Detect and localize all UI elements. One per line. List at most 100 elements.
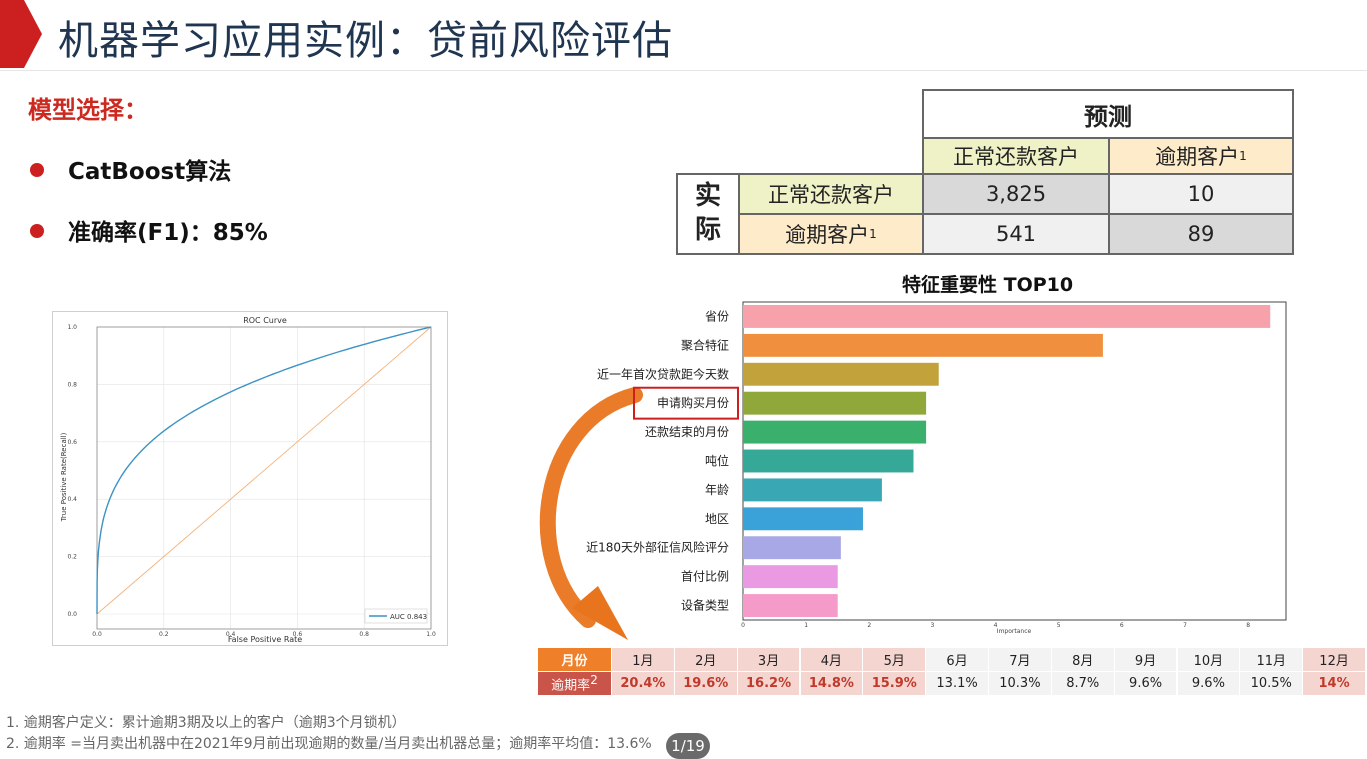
bullet-dot-icon — [30, 224, 44, 238]
fi-category-label: 省份 — [705, 309, 729, 323]
month-cell: 10月 — [1177, 648, 1241, 672]
roc-ytick: 0.2 — [67, 554, 77, 561]
rate-cell: 10.5% — [1240, 672, 1304, 696]
roc-curve — [96, 326, 432, 615]
fi-bar — [743, 594, 838, 617]
roc-frame — [96, 326, 432, 630]
bullet-dot-icon — [30, 163, 44, 177]
fi-bar — [743, 449, 914, 473]
fi-bars — [743, 305, 1271, 617]
fi-xlabel: Importance — [997, 628, 1032, 635]
col-overdue: 逾期客户 1 — [1108, 137, 1294, 175]
rate-cell: 10.3% — [989, 672, 1052, 696]
month-cell: 11月 — [1240, 648, 1304, 672]
rate-header-cell: 逾期率2 — [538, 672, 612, 696]
fi-bar — [743, 305, 1271, 328]
bullet-algorithm: CatBoost算法 — [30, 152, 231, 186]
corner-decoration — [0, 0, 42, 68]
row-normal: 正常还款客户 — [738, 173, 924, 215]
month-cell: 4月 — [800, 648, 864, 672]
footnote-2: 2. 逾期率 =当月卖出机器中在2021年9月前出现逾期的数量/当月卖出机器总量… — [6, 736, 652, 752]
fi-xtick: 8 — [1246, 622, 1250, 629]
roc-ytick: 0.6 — [67, 439, 77, 446]
fi-category-label: 近180天外部征信风险评分 — [586, 540, 729, 555]
cell-tn: 3,825 — [922, 173, 1110, 215]
roc-ytick: 0.0 — [67, 611, 77, 618]
roc-legend-label: AUC 0.843 — [390, 613, 427, 621]
page-indicator[interactable]: 1/19 — [666, 733, 710, 759]
fi-category-label: 申请购买月份 — [657, 395, 729, 410]
col-normal: 正常还款客户 — [922, 137, 1110, 175]
rate-cell: 19.6% — [674, 672, 738, 696]
fi-xticks: 0 1 2 3 4 5 6 7 8 — [741, 622, 1250, 629]
fi-xtick: 0 — [741, 622, 745, 629]
roc-grid — [96, 326, 432, 629]
roc-xlabel: False Positive Rate — [228, 635, 302, 644]
fi-labels: 省份聚合特征近一年首次贷款距今天数申请购买月份还款结束的月份吨位年龄地区近180… — [586, 309, 729, 612]
rate-cell: 16.2% — [737, 672, 801, 696]
rate-cell: 14% — [1303, 672, 1366, 696]
bullet-accuracy: 准确率(F1)：85% — [30, 213, 268, 247]
month-cell: 8月 — [1051, 648, 1115, 672]
month-cell: 9月 — [1114, 648, 1178, 672]
fi-xtick: 1 — [804, 622, 808, 629]
predicted-header: 预测 — [922, 89, 1294, 139]
rate-cell: 8.7% — [1051, 672, 1115, 696]
fi-category-label: 地区 — [705, 512, 729, 526]
rate-cell: 14.8% — [800, 672, 864, 696]
roc-ytick: 0.8 — [67, 381, 77, 388]
roc-xtick: 0.2 — [159, 631, 169, 638]
roc-xtick: 0.0 — [92, 631, 102, 638]
cell-tp: 89 — [1108, 213, 1294, 255]
month-header-cell: 月份 — [538, 648, 612, 672]
fi-category-label: 年龄 — [705, 483, 729, 497]
fi-bar — [743, 507, 863, 531]
roc-xtick: 0.6 — [293, 631, 303, 638]
roc-title: ROC Curve — [243, 316, 287, 325]
rate-cell: 15.9% — [863, 672, 927, 696]
roc-ytick: 1.0 — [67, 324, 77, 331]
highlight-box — [633, 386, 739, 420]
cell-fn: 541 — [922, 213, 1110, 255]
fi-category-label: 聚合特征 — [681, 337, 729, 352]
actual-header: 实际 — [676, 173, 740, 255]
fi-xtick: 6 — [1120, 622, 1124, 629]
slide-title: 机器学习应用实例：贷前风险评估 — [58, 18, 673, 64]
fi-xtick: 7 — [1183, 622, 1187, 629]
section-heading: 模型选择： — [28, 96, 148, 124]
confusion-matrix: 预测 正常还款客户 逾期客户 1 实际 正常还款客户 逾期客户 1 3,825 10… — [676, 89, 1294, 255]
rate-cell: 9.6% — [1114, 672, 1178, 696]
fi-category-label: 设备类型 — [681, 599, 729, 613]
roc-svg: ROC Curve 0.0 0.0 0.2 0.2 0.4 0.4 0.6 0.6 0.8 0.8… — [60, 316, 436, 644]
curved-arrow-icon — [539, 387, 643, 628]
title-divider — [0, 70, 1367, 71]
month-cell: 1月 — [612, 648, 675, 672]
roc-legend — [364, 608, 428, 624]
fi-bar — [743, 565, 838, 589]
month-cell: 3月 — [737, 648, 801, 672]
rate-cell: 20.4% — [612, 672, 675, 696]
roc-xtick: 1.0 — [426, 631, 436, 638]
month-cell: 12月 — [1303, 648, 1366, 672]
row-overdue: 逾期客户 1 — [738, 213, 924, 255]
rate-cell: 9.6% — [1177, 672, 1241, 696]
fi-category-label: 吨位 — [705, 453, 729, 468]
fi-xtick: 3 — [931, 622, 935, 629]
roc-xtick: 0.8 — [359, 631, 369, 638]
month-cell: 2月 — [674, 648, 738, 672]
fi-category-label: 还款结束的月份 — [645, 424, 729, 439]
month-cell: 6月 — [926, 648, 989, 672]
fi-category-label: 首付比例 — [681, 570, 729, 584]
roc-ticks: 0.0 0.0 0.2 0.2 0.4 0.4 0.6 0.6 0.8 0.8 1.0 1.0 — [67, 324, 435, 638]
feature-importance-chart: 省份聚合特征近一年首次贷款距今天数申请购买月份还款结束的月份吨位年龄地区近180… — [539, 301, 1287, 640]
cell-fp: 10 — [1108, 173, 1294, 215]
fi-bar — [743, 362, 939, 386]
fi-bar — [743, 536, 841, 560]
month-cell: 5月 — [863, 648, 927, 672]
fi-category-label: 近一年首次贷款距今天数 — [597, 366, 729, 381]
feature-importance-title: 特征重要性 TOP10 — [902, 274, 1074, 296]
roc-ylabel: True Positive Rate(Recall) — [60, 432, 68, 522]
fi-bar — [743, 333, 1103, 357]
footnote-1: 1. 逾期客户定义：累计逾期3期及以上的客户（逾期3个月锁机） — [6, 715, 406, 731]
month-rate-table: 月份 逾期率2 1月 20.4% 2月 19.6% 3月 16.2% 4月 14.8% 5月 15.9… — [538, 648, 1366, 696]
